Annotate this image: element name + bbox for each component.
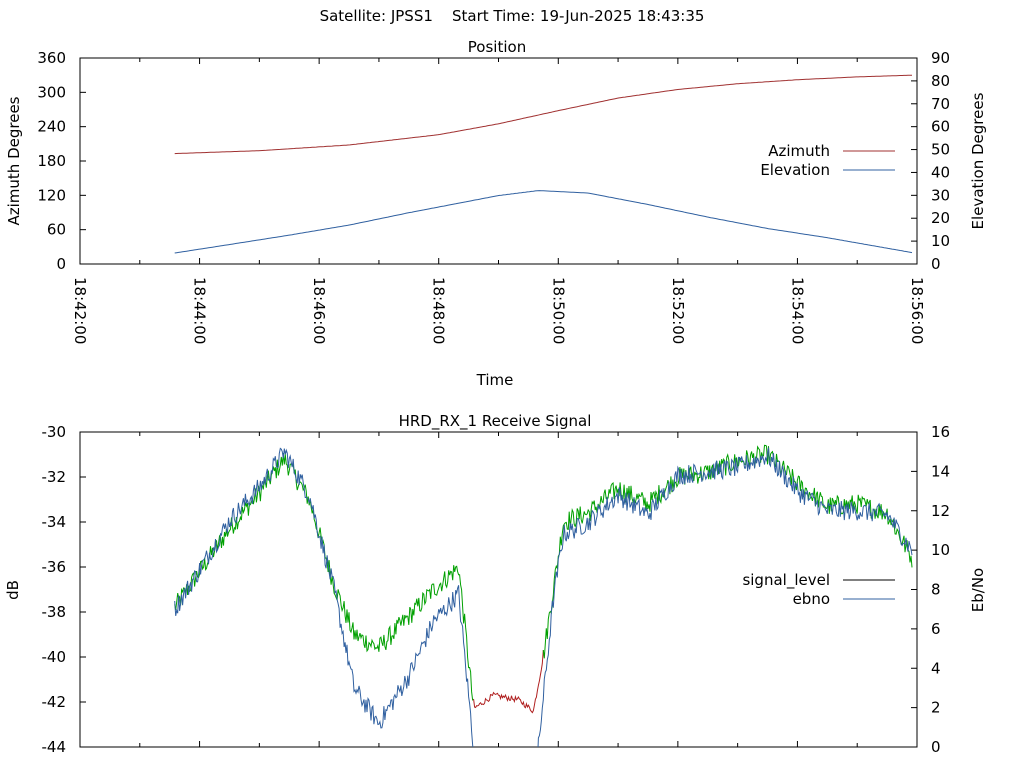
series-line-signal-level (174, 452, 474, 701)
pos-x-tick-label: 18:44:00 (191, 277, 209, 344)
sig-y-tick-label: -36 (42, 558, 67, 576)
receive-signal-x-axis (79, 432, 918, 747)
legend-label-signal-level: signal_level (742, 571, 830, 590)
sig-y-tick-label: -34 (42, 513, 67, 531)
start-time-label: Start Time: 19-Jun-2025 18:43:35 (451, 7, 705, 25)
receive-signal-y2-axis-title: Eb/No (969, 568, 987, 612)
pos-y2-tick-label: 90 (931, 49, 950, 67)
position-y2-axis-title: Elevation Degrees (969, 92, 987, 229)
pos-x-tick-label: 18:50:00 (549, 277, 567, 344)
sig-y2-tick-label: 16 (931, 423, 950, 441)
receive-signal-legend: signal_level ebno (742, 571, 895, 608)
pos-x-tick-label: 18:56:00 (908, 277, 926, 344)
sig-y-tick-label: -40 (42, 648, 67, 666)
receive-signal-chart-title: HRD_RX_1 Receive Signal (399, 412, 592, 431)
series-line-ebno (174, 447, 913, 747)
series-line-signal-level-dropout (473, 649, 544, 714)
pos-y2-tick-label: 60 (931, 118, 950, 136)
pos-y-tick-label: 60 (47, 221, 66, 239)
pos-y2-tick-label: 30 (931, 186, 950, 204)
pos-x-tick-label: 18:54:00 (788, 277, 806, 344)
pos-y-tick-label: 120 (37, 186, 66, 204)
pos-y-tick-label: 0 (56, 255, 66, 273)
receive-signal-y2-axis: 0 2 4 6 8 10 12 14 16 (911, 423, 950, 756)
position-series (174, 74, 913, 254)
series-line-azimuth (174, 74, 912, 155)
series-line-signal-level (542, 444, 913, 659)
sig-y-tick-label: -44 (42, 738, 67, 756)
pos-x-tick-label: 18:46:00 (310, 277, 328, 344)
pos-y2-tick-label: 50 (931, 141, 950, 159)
sig-y-tick-label: -38 (42, 603, 67, 621)
legend-label-azimuth: Azimuth (768, 142, 830, 160)
pos-y2-tick-label: 80 (931, 72, 950, 90)
receive-signal-chart: HRD_RX_1 Receive Signal -44-42-40-38-36-… (4, 412, 987, 756)
pos-y-tick-label: 240 (37, 118, 66, 136)
position-chart: Position 0 60 120 180 240 300 360 0 10 20 30 40 50 6… (5, 38, 987, 389)
receive-signal-series (174, 444, 913, 747)
page-title: Satellite: JPSS1 Start Time: 19-Jun-2025… (0, 7, 1024, 25)
legend-label-elevation: Elevation (760, 161, 830, 179)
sig-y2-tick-label: 12 (931, 502, 950, 520)
position-chart-title: Position (468, 38, 526, 56)
position-x-axis-title: Time (476, 371, 514, 389)
pos-y-tick-label: 360 (37, 49, 66, 67)
pos-y2-tick-label: 40 (931, 163, 950, 181)
sig-y2-tick-label: 10 (931, 541, 950, 559)
pos-y2-tick-label: 70 (931, 95, 950, 113)
pos-y2-tick-label: 0 (931, 255, 941, 273)
pos-x-tick-label: 18:52:00 (669, 277, 687, 344)
sig-y-tick-label: -32 (42, 468, 67, 486)
position-x-axis: 18:42:00 18:44:00 18:46:00 18:48:00 18:50:00… (71, 58, 926, 344)
pos-y-tick-label: 300 (37, 83, 66, 101)
pos-y-tick-label: 180 (37, 152, 66, 170)
pos-y2-tick-label: 10 (931, 232, 950, 250)
sig-y2-tick-label: 0 (931, 738, 941, 756)
pos-x-tick-label: 18:48:00 (430, 277, 448, 344)
position-y-axis-title: Azimuth Degrees (5, 96, 23, 225)
sig-y2-tick-label: 4 (931, 659, 941, 677)
position-y-axis: 0 60 120 180 240 300 360 (37, 49, 86, 273)
series-line-elevation (174, 190, 913, 254)
position-y2-axis: 0 10 20 30 40 50 60 70 80 90 (911, 49, 950, 273)
satellite-label: Satellite: JPSS1 (319, 7, 433, 25)
sig-y-tick-label: -30 (42, 423, 67, 441)
sig-y2-tick-label: 6 (931, 620, 941, 638)
receive-signal-y-axis-title: dB (4, 580, 22, 600)
pos-x-tick-label: 18:42:00 (71, 277, 89, 344)
sig-y-tick-label: -42 (42, 693, 67, 711)
sig-y2-tick-label: 2 (931, 699, 941, 717)
legend-label-ebno: ebno (793, 590, 830, 608)
sig-y2-tick-label: 14 (931, 462, 950, 480)
sig-y2-tick-label: 8 (931, 581, 941, 599)
receive-signal-y-axis: -44 -42 -40 -38 -36 -34 -32 -30 (42, 423, 86, 756)
position-legend: Azimuth Elevation (760, 142, 895, 179)
pos-y2-tick-label: 20 (931, 209, 950, 227)
